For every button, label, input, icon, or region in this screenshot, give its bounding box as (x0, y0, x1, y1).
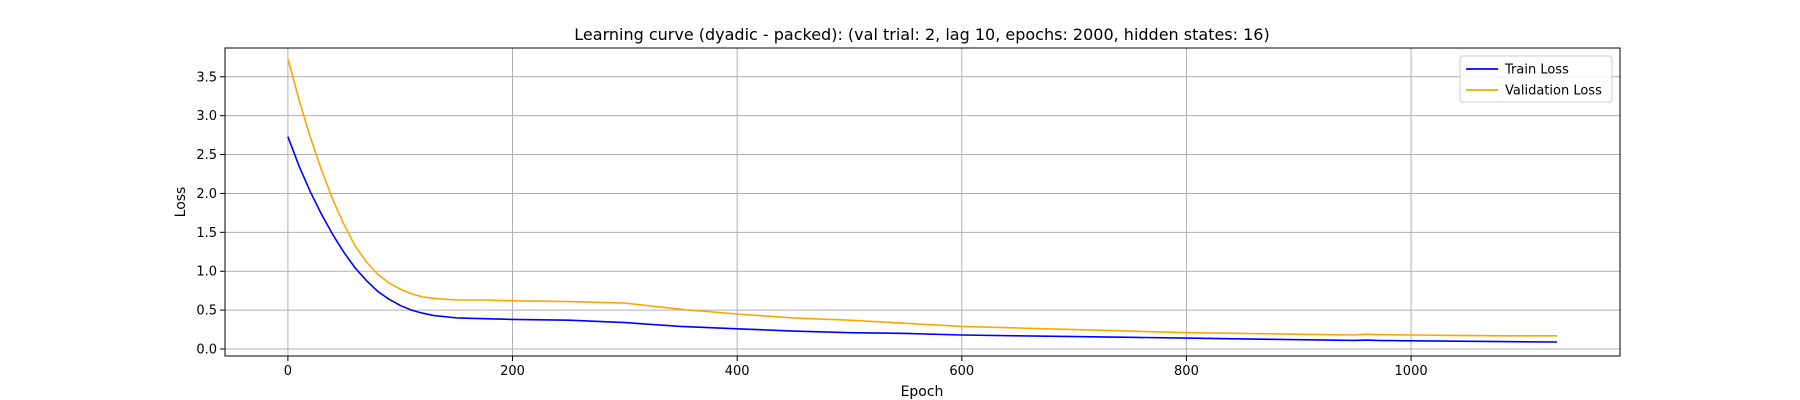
x-tick-label: 400 (725, 364, 750, 379)
y-tick-label: 3.0 (196, 109, 217, 124)
y-axis-label: Loss (173, 187, 189, 218)
y-tick-label: 3.5 (196, 70, 217, 85)
y-tick-label: 2.0 (196, 187, 217, 202)
ticks-layer: 0 200 400 600 800 1000 0.0 0.5 1.0 1.5 2.0 2.5 3.0 3.… (196, 70, 1427, 379)
plot-frame (224, 47, 1621, 357)
grid-layer (225, 48, 1620, 356)
y-tick-label: 0.5 (196, 304, 217, 319)
y-tick-label: 1.0 (196, 265, 217, 280)
y-tick-label: 1.5 (196, 226, 217, 241)
y-tick-label: 2.5 (196, 148, 217, 163)
chart-title: Learning curve (dyadic - packed): (val t… (574, 25, 1269, 44)
x-tick-label: 200 (500, 364, 525, 379)
legend-label-validation-loss: Validation Loss (1505, 84, 1602, 99)
x-tick-label: 0 (284, 364, 292, 379)
series-line-train-loss (287, 136, 1558, 343)
series-line-validation-loss (287, 58, 1558, 337)
x-tick-label: 600 (949, 364, 974, 379)
x-tick-label: 1000 (1395, 364, 1428, 379)
y-tick-label: 0.0 (196, 343, 217, 358)
x-axis-label: Epoch (901, 384, 944, 400)
legend-label-train-loss: Train Loss (1504, 63, 1569, 78)
legend: Train Loss Validation Loss (1459, 55, 1613, 103)
x-tick-label: 800 (1174, 364, 1199, 379)
series-layer (287, 58, 1558, 343)
